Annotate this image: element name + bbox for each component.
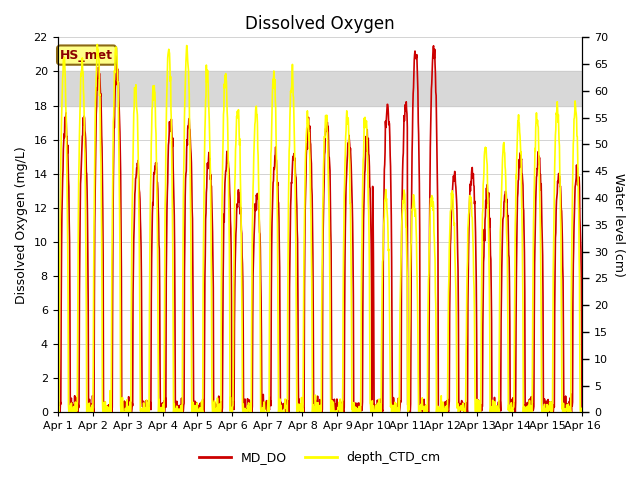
Title: Dissolved Oxygen: Dissolved Oxygen — [245, 15, 395, 33]
Bar — [58, 72, 582, 106]
Y-axis label: Water level (cm): Water level (cm) — [612, 173, 625, 277]
Legend: MD_DO, depth_CTD_cm: MD_DO, depth_CTD_cm — [195, 446, 445, 469]
Text: HS_met: HS_met — [60, 48, 113, 61]
Y-axis label: Dissolved Oxygen (mg/L): Dissolved Oxygen (mg/L) — [15, 146, 28, 304]
